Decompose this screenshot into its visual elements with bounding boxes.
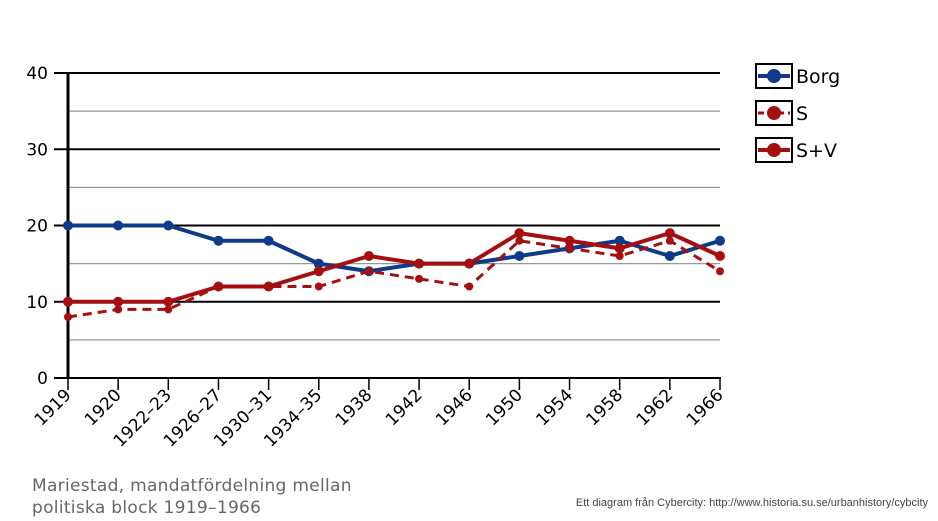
series-line <box>68 223 721 274</box>
axes <box>54 72 721 390</box>
data-point <box>564 235 575 246</box>
data-point <box>263 281 274 292</box>
series-line <box>68 231 721 304</box>
legend-item: Borg <box>755 63 840 89</box>
legend-swatch-marker <box>767 106 781 120</box>
data-point <box>514 228 525 239</box>
y-tick-label: 40 <box>26 64 48 84</box>
x-tick-label: 1920 <box>81 385 126 430</box>
data-point <box>664 251 675 261</box>
legend: Borg S S+V <box>755 63 840 163</box>
x-tick-label: 1919 <box>31 385 76 430</box>
data-point <box>414 258 425 269</box>
data-point <box>665 236 674 245</box>
data-point <box>313 266 324 277</box>
legend-item: S <box>755 100 808 126</box>
data-point <box>464 258 475 269</box>
data-point <box>415 274 424 283</box>
data-point <box>614 235 625 246</box>
x-tick-label: 1954 <box>532 385 577 430</box>
y-tick-label: 30 <box>26 140 48 160</box>
series-s <box>64 236 724 321</box>
data-point <box>664 228 675 239</box>
data-point <box>514 251 525 261</box>
data-point <box>163 296 174 307</box>
data-point <box>113 296 124 307</box>
data-point <box>565 244 574 253</box>
y-tick-label: 20 <box>26 217 48 237</box>
data-point <box>615 252 624 260</box>
data-point <box>715 251 725 261</box>
legend-swatch-marker <box>767 143 781 157</box>
caption-line-2: politiska block 1919–1966 <box>32 498 262 518</box>
series-group <box>63 220 725 321</box>
data-point <box>63 220 73 231</box>
data-point <box>263 235 274 246</box>
x-tick-label: 1958 <box>582 385 627 430</box>
source-credit: Ett diagram från Cybercity: http://www.h… <box>575 497 928 509</box>
x-tick-label: 1950 <box>482 385 527 430</box>
y-tick-labels: 0 10 20 30 40 <box>26 64 48 389</box>
x-tick-label: 1946 <box>432 385 477 430</box>
series-line <box>67 239 721 319</box>
data-point <box>465 282 474 291</box>
data-point <box>114 305 123 314</box>
legend-item: S+V <box>755 137 837 163</box>
data-point <box>213 281 224 292</box>
data-point <box>163 220 174 231</box>
data-point <box>716 267 724 276</box>
data-point <box>364 267 373 276</box>
data-point <box>113 220 124 231</box>
data-point <box>213 235 224 246</box>
data-point <box>164 305 173 314</box>
data-point <box>64 313 72 321</box>
x-tick-label: 1938 <box>332 385 377 430</box>
data-point <box>614 243 625 254</box>
legend-label: Borg <box>796 66 840 88</box>
grid-lines <box>68 72 720 341</box>
x-tick-label: 1962 <box>633 385 678 430</box>
legend-label: S <box>796 103 808 125</box>
x-tick-label: 1942 <box>382 385 427 430</box>
data-point <box>63 296 73 307</box>
y-tick-label: 0 <box>37 369 48 389</box>
data-point <box>313 258 324 269</box>
caption-line-1: Mariestad, mandatfördelning mellan <box>32 476 352 496</box>
legend-label: S+V <box>796 140 837 162</box>
x-tick-label: 1966 <box>683 385 728 430</box>
data-point <box>314 282 323 291</box>
series-s-v <box>63 228 725 307</box>
chart-caption: Mariestad, mandatfördelning mellan polit… <box>32 475 352 519</box>
data-point <box>715 235 725 246</box>
data-point <box>515 236 524 245</box>
data-point <box>363 251 374 261</box>
legend-swatch-marker <box>767 69 781 83</box>
y-tick-label: 10 <box>26 293 48 313</box>
